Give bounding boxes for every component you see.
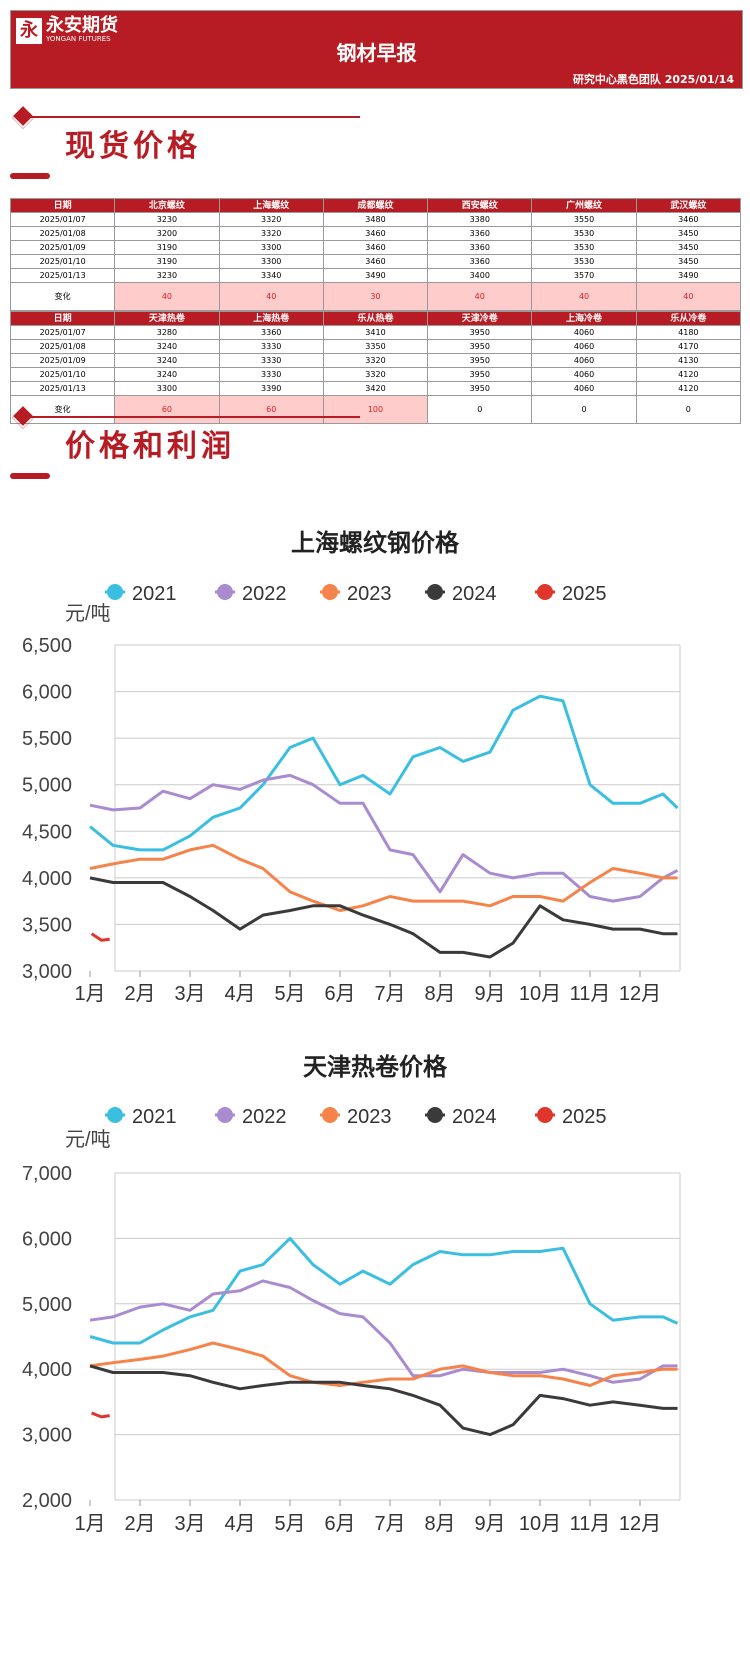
change-cell: 40	[218, 282, 324, 311]
change-cell: 40	[531, 282, 637, 311]
series-line-2022	[89, 773, 679, 903]
change-cell: 0	[427, 395, 533, 424]
section-title: 价格和利润	[65, 429, 235, 464]
legend-label-2021: 2021	[132, 583, 177, 605]
report-header: 永 永安期货 YONGAN FUTURES 钢材早报 研究中心黑色团队 2025/…	[10, 10, 743, 89]
logo-en: YONGAN FUTURES	[46, 35, 111, 43]
section-title: 现货价格	[65, 129, 201, 164]
legend-label-2025: 2025	[562, 583, 607, 605]
change-cell: 60	[218, 395, 324, 424]
table-row: 2025/01/09 3240 3330 3320 3950 4060 4130	[9, 353, 742, 368]
change-cell: 40	[635, 282, 742, 311]
x-tick-label: 11月	[570, 983, 611, 1005]
table-header-row: 日期 天津热卷 上海热卷 乐从热卷 天津冷卷 上海冷卷 乐从冷卷	[9, 311, 742, 326]
change-cell: 0	[635, 395, 742, 424]
x-tick-label: 6月	[324, 983, 355, 1005]
y-tick-label: 5,500	[22, 728, 72, 750]
chart-title-hrc: 天津热卷价格	[303, 1053, 447, 1081]
series-line-2025	[90, 932, 110, 942]
section-price-profit: 价格和利润	[10, 405, 370, 485]
y-axis-unit: 元/吨	[65, 602, 111, 625]
change-cell: 40	[114, 282, 220, 311]
logo-mark: 永	[16, 17, 42, 44]
x-tick-label: 1月	[74, 983, 105, 1005]
change-cell: 30	[322, 282, 429, 311]
yongan-logo: 永 永安期货 YONGAN FUTURES	[16, 17, 118, 44]
x-tick-label: 12月	[619, 983, 661, 1005]
rebar-price-table: 日期 北京螺纹 上海螺纹 成都螺纹 西安螺纹 广州螺纹 武汉螺纹 2025/01/07 3230…	[9, 198, 742, 311]
column-header: 上海冷卷	[531, 311, 637, 326]
y-tick-label: 3,500	[22, 914, 72, 936]
legend-label-2022: 2022	[242, 583, 287, 605]
change-cell: 变化	[9, 282, 116, 311]
coil-price-table: 日期 天津热卷 上海热卷 乐从热卷 天津冷卷 上海冷卷 乐从冷卷 2025/01/07 3280…	[9, 311, 742, 424]
legend-label-2023: 2023	[347, 583, 392, 605]
column-header: 上海螺纹	[218, 198, 324, 213]
x-tick-label: 7月	[374, 983, 405, 1005]
column-header: 成都螺纹	[322, 198, 429, 213]
column-header: 武汉螺纹	[635, 198, 742, 213]
x-tick-label: 8月	[424, 983, 455, 1005]
y-tick-label: 5,000	[22, 775, 72, 797]
table-header-row: 日期 北京螺纹 上海螺纹 成都螺纹 西安螺纹 广州螺纹 武汉螺纹	[9, 198, 742, 213]
change-row: 变化 40 40 30 40 40 40	[9, 282, 742, 311]
series-line-2024	[89, 876, 678, 959]
table-row: 2025/01/09 3190 3300 3460 3360 3530 3450	[9, 240, 742, 255]
report-subtitle: 研究中心黑色团队 2025/01/14	[572, 73, 734, 86]
logo-cn: 永安期货	[46, 15, 118, 36]
report-title: 钢材早报	[336, 41, 417, 65]
column-header: 天津冷卷	[427, 311, 533, 326]
change-row: 变化 60 60 100 0 0 0	[9, 395, 742, 424]
series-line-2023	[89, 843, 678, 912]
x-tick-label: 10月	[519, 983, 561, 1005]
table-row: 2025/01/08 3200 3320 3460 3360 3530 3450	[9, 226, 742, 241]
table-row: 2025/01/07 3230 3320 3480 3380 3550 3460	[9, 212, 742, 227]
y-tick-label: 4,500	[22, 821, 72, 843]
column-header: 日期	[9, 311, 116, 326]
x-tick-label: 9月	[474, 983, 505, 1005]
change-cell: 100	[322, 395, 429, 424]
x-tick-label: 3月	[174, 983, 205, 1005]
change-cell: 60	[114, 395, 220, 424]
table-row: 2025/01/13 3300 3390 3420 3950 4060 4120	[9, 381, 742, 396]
x-tick-label: 5月	[274, 983, 305, 1005]
section-spot-price: 现货价格	[10, 105, 370, 185]
y-tick-label: 6,500	[22, 635, 72, 657]
y-tick-label: 3,000	[22, 961, 72, 983]
x-tick-label: 4月	[224, 983, 255, 1005]
column-header: 乐从冷卷	[635, 311, 742, 326]
change-cell: 0	[531, 395, 637, 424]
chart-title-rebar: 上海螺纹钢价格	[291, 529, 459, 557]
x-tick-label: 2月	[124, 983, 155, 1005]
legend-label-2024: 2024	[452, 583, 497, 605]
column-header: 天津热卷	[114, 311, 220, 326]
change-cell: 40	[427, 282, 533, 311]
column-header: 西安螺纹	[427, 198, 533, 213]
change-cell: 变化	[9, 395, 116, 424]
y-tick-label: 6,000	[22, 682, 72, 704]
column-header: 北京螺纹	[114, 198, 220, 213]
y-tick-label: 4,000	[22, 868, 72, 890]
series-line-2021	[89, 694, 679, 852]
